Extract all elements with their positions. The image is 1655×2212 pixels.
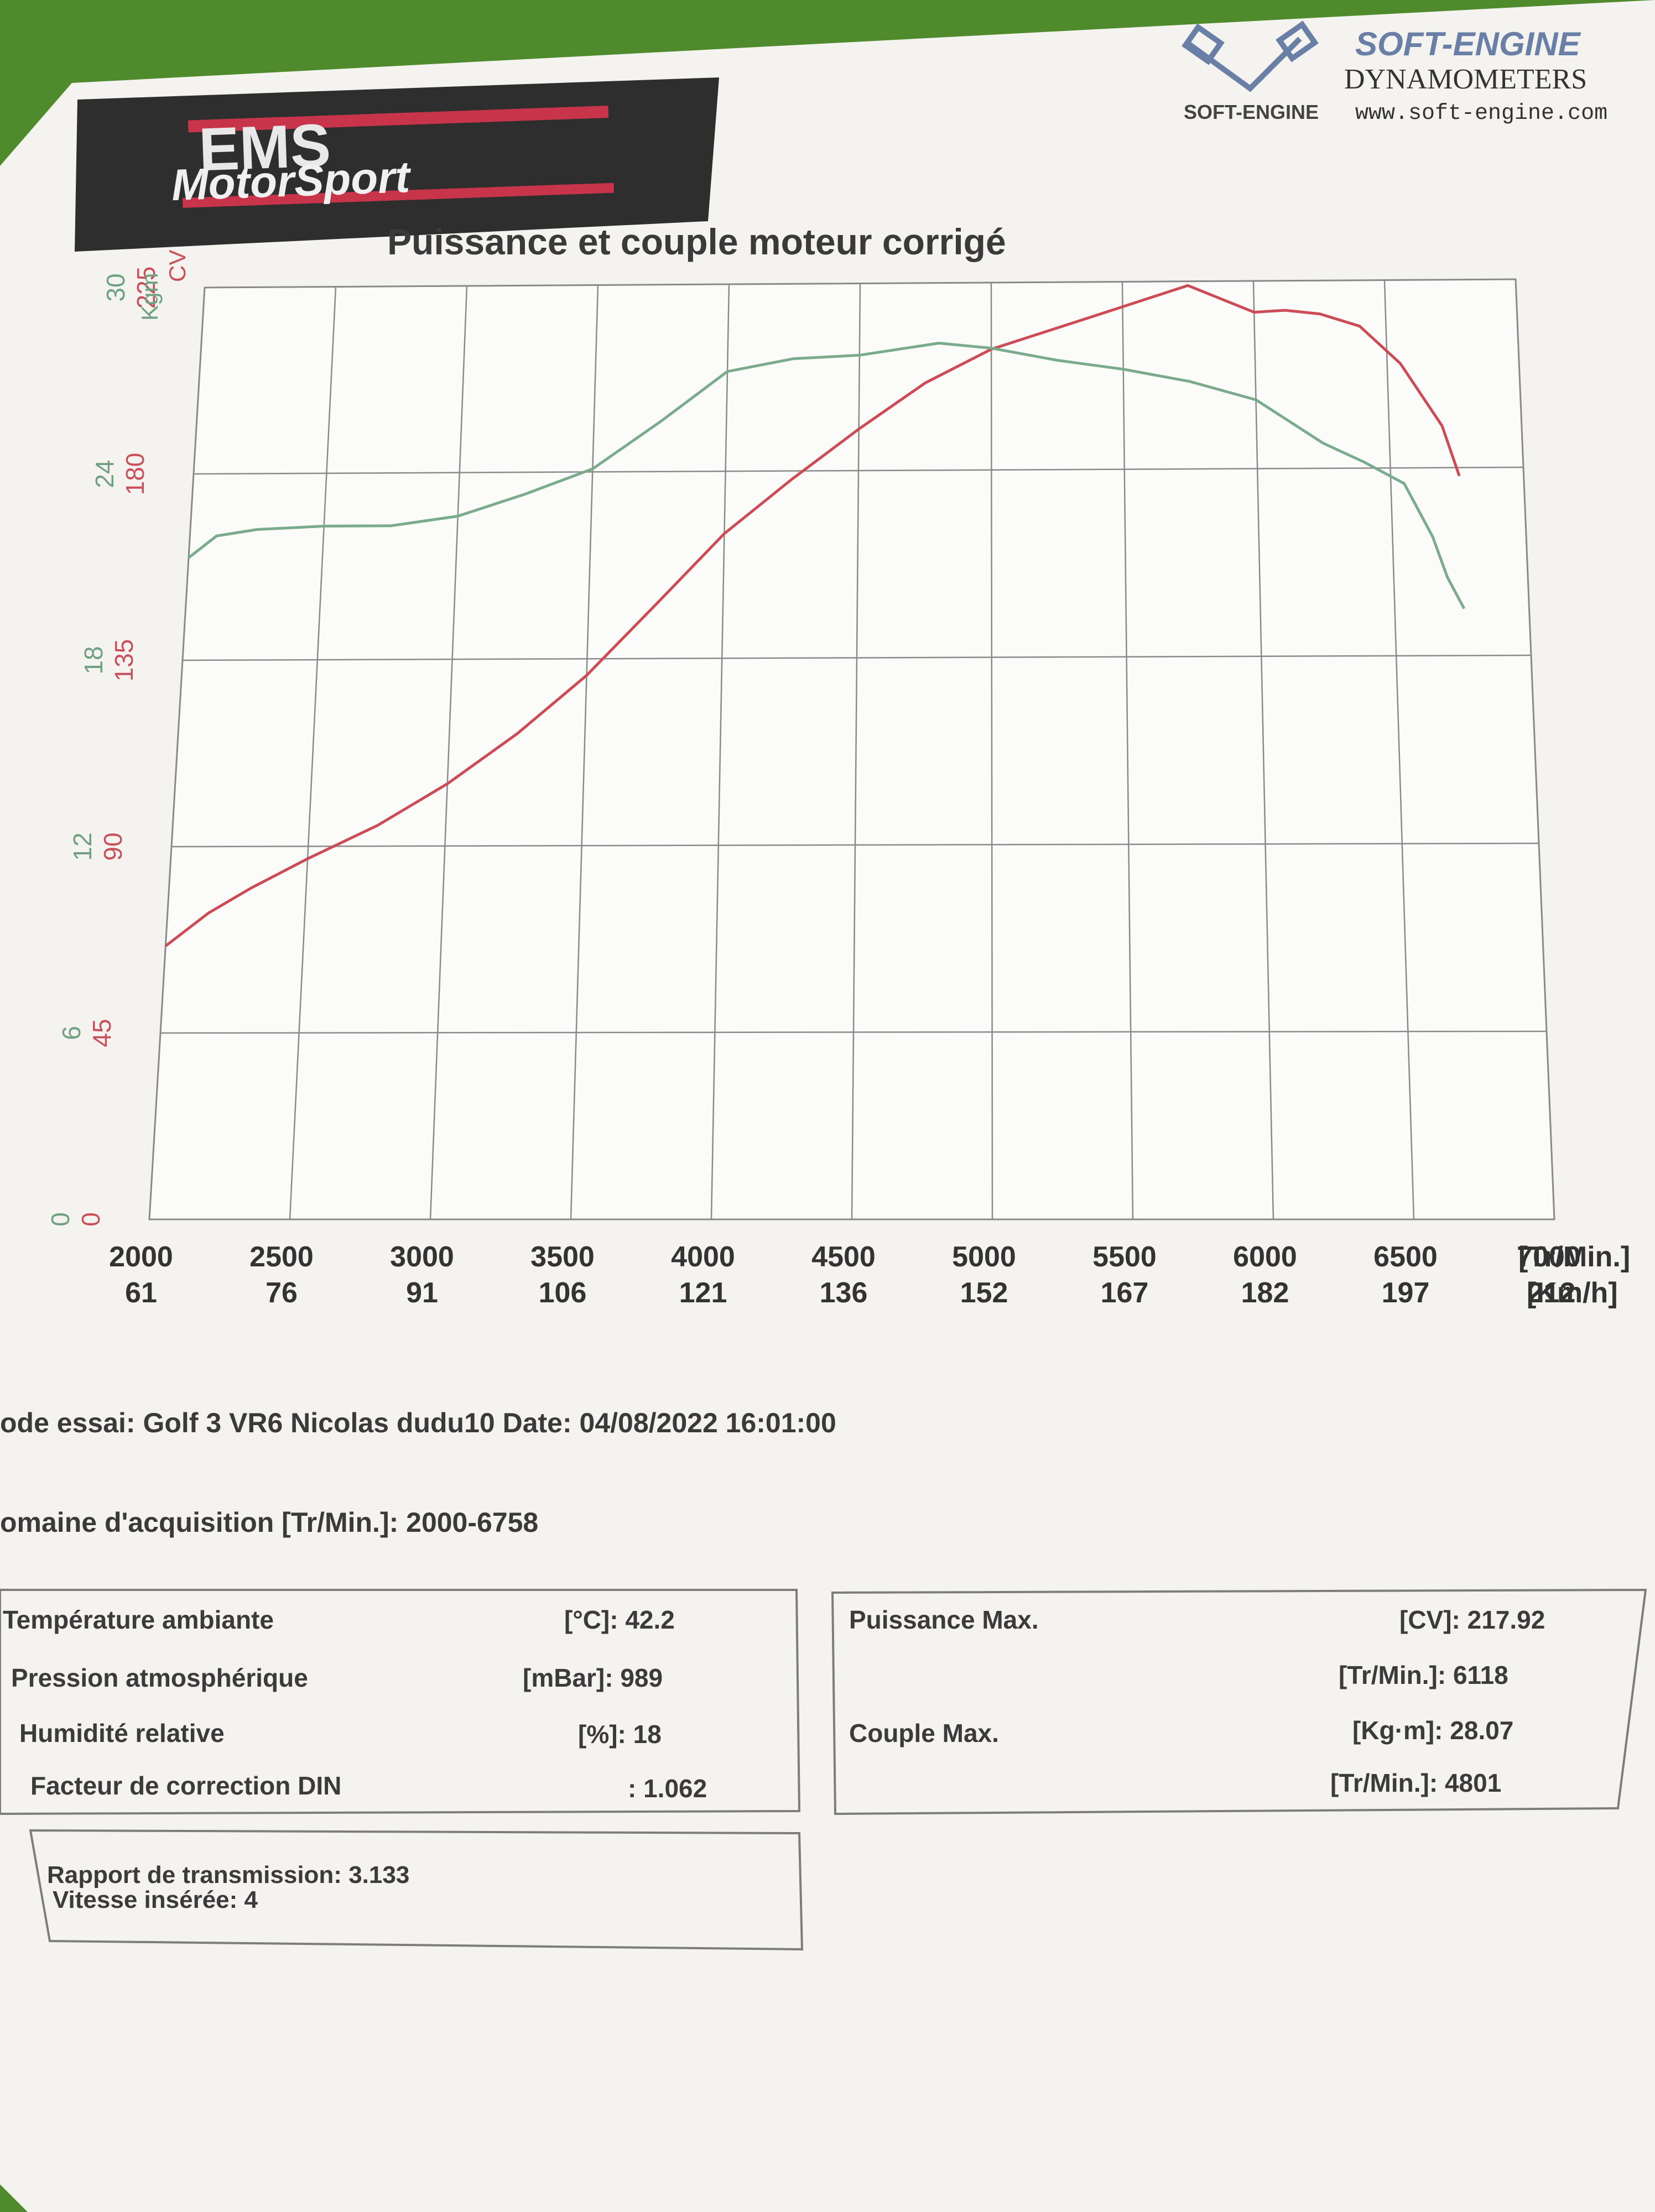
max-power-rpm: [Tr/Min.]: 6118 [1339,1661,1508,1689]
results-box: Puissance Max. [CV]: 217.92 [Tr/Min.]: 6… [831,1588,1647,1815]
grid-hline [182,654,1532,661]
x-speed-tick-label: 121 [679,1277,727,1309]
x-speed-tick-label: 106 [539,1277,587,1309]
y-power-tick-label: 0 [76,1212,105,1227]
brand-mark: SOFT-ENGINE [1184,101,1319,123]
x-rpm-tick-label: 3000 [390,1241,454,1273]
x-rpm-tick-label: 4000 [671,1241,735,1273]
x-speed-tick-label: 212 [1528,1277,1576,1309]
max-power-label: Puissance Max. [849,1605,1039,1634]
brand-subtitle: DYNAMOMETERS [1344,64,1587,95]
x-unit-label: [Tr/Min.] [1518,1241,1630,1273]
x-rpm-tick-label: 2500 [249,1241,314,1273]
grid-vline [1252,280,1274,1220]
power-unit-label: CV [164,250,190,282]
x-speed-unit-label: [Km/h] [1527,1277,1618,1309]
y-torque-tick-label: 18 [79,646,108,674]
grid-hline [193,466,1524,475]
y-torque-tick-label: 30 [101,273,130,301]
logo-ems-text: EMS [197,111,332,184]
grid-vline [851,283,861,1220]
x-rpm-tick-label: 6000 [1233,1241,1297,1273]
y-power-tick-label: 90 [98,832,127,860]
y-power-tick-label: 225 [132,267,160,309]
chart-curves [164,284,1466,947]
y-torque-tick-label: 24 [90,460,119,488]
x-speed-tick-label: 152 [960,1277,1008,1309]
pressure-value: [mBar]: 989 [523,1663,663,1692]
x-speed-tick-label: 76 [266,1277,298,1309]
torque-curve [188,342,1466,609]
ems-motorsport-logo: EMS MotorSport [75,77,719,252]
x-speed-tick-label: 136 [820,1277,868,1309]
x-speed-tick-label: 167 [1101,1277,1149,1309]
gear-engaged: Vitesse insérée: 4 [53,1886,258,1913]
acquisition-range-line: omaine d'acquisition [Tr/Min.]: 2000-675… [0,1507,538,1538]
transmission-ratio: Rapport de transmission: 3.133 [47,1861,409,1888]
soft-engine-logo: SOFT-ENGINE DYNAMOMETERS SOFT-ENGINE www… [1182,20,1607,126]
grid-hline [160,1030,1547,1034]
x-speed-tick-label: 182 [1241,1277,1289,1309]
grid-hline [171,842,1539,848]
grid-vline [429,285,468,1220]
max-power-value: [CV]: 217.92 [1399,1605,1545,1634]
humidity-label: Humidité relative [19,1719,225,1747]
x-speed-tick-label: 197 [1382,1277,1430,1309]
y-torque-tick-label: 6 [57,1026,86,1040]
ambient-temp-label: Température ambiante [3,1605,274,1634]
x-rpm-tick-label: 5500 [1092,1241,1157,1273]
y-torque-tick-label: 12 [68,832,97,860]
torque-unit-label: Kgm [137,273,163,321]
max-torque-value: [Kg·m]: 28.07 [1352,1716,1513,1745]
x-rpm-tick-label: 2000 [109,1241,173,1273]
grid-vline [1383,280,1415,1220]
x-rpm-tick-label: 3500 [530,1241,595,1273]
din-factor-label: Facteur de correction DIN [30,1771,341,1800]
transmission-box: Rapport de transmission: 3.133 Vitesse i… [29,1829,804,1951]
y-power-tick-label: 45 [87,1019,116,1047]
pressure-label: Pression atmosphérique [11,1663,308,1692]
chart-title: Puissance et couple moteur corrigé [387,221,1006,262]
grid-vline [1515,279,1555,1220]
max-torque-label: Couple Max. [849,1719,999,1747]
grid-vline [148,287,206,1220]
grid-vline [570,285,599,1220]
grid-hline [204,278,1516,289]
x-rpm-tick-label: 6500 [1373,1241,1438,1273]
logo-motorsport-text: MotorSport [170,152,412,210]
x-axis-ticks: 2000 61 2500 76 3000 91 3500 106 4000 121 4500 136 5… [109,1241,1581,1309]
chart-grid [148,278,1555,1220]
y-torque-tick-label: 0 [46,1212,75,1227]
x-rpm-tick-label: 4500 [811,1241,876,1273]
x-rpm-tick-label: 7000 [1517,1241,1581,1273]
din-factor-value: : 1.062 [628,1774,707,1803]
brand-title: SOFT-ENGINE [1355,25,1581,62]
pistons-icon [1182,20,1319,92]
humidity-value: [%]: 18 [578,1720,662,1749]
power-curve [164,284,1461,947]
x-rpm-tick-label: 5000 [952,1241,1016,1273]
y-power-tick-label: 180 [121,453,149,495]
test-mode-line: ode essai: Golf 3 VR6 Nicolas dudu10 Dat… [0,1407,836,1438]
plot-frame [148,278,1555,1220]
max-torque-rpm: [Tr/Min.]: 4801 [1330,1768,1501,1797]
x-speed-tick-label: 91 [406,1277,438,1309]
brand-url: www.soft-engine.com [1355,101,1607,126]
ambient-temp-value: [°C]: 42.2 [564,1605,675,1634]
x-speed-tick-label: 61 [125,1277,157,1309]
grid-vline [990,282,993,1220]
grid-vline [1121,281,1134,1220]
grid-vline [710,284,730,1220]
conditions-box: Température ambiante [°C]: 42.2 Pression… [0,1589,801,1815]
y-power-tick-label: 135 [110,639,138,682]
grid-vline [289,286,337,1220]
